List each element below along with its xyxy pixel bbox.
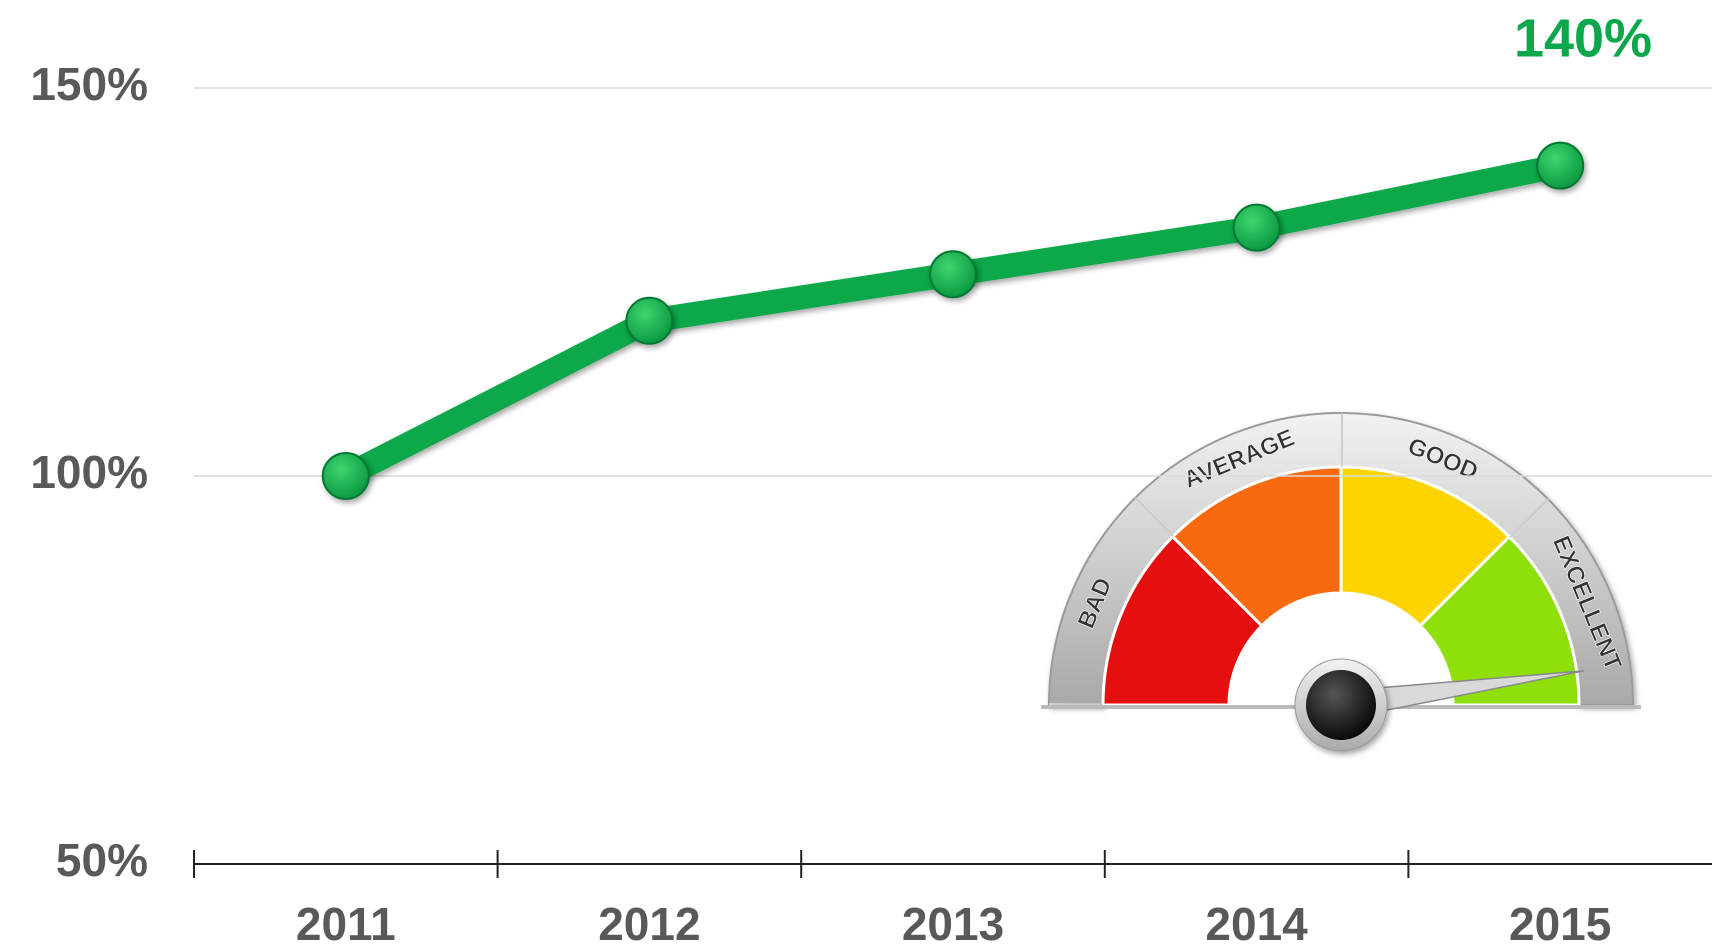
gauge-segment — [1101, 534, 1264, 707]
gauge-divider — [1049, 702, 1104, 705]
point — [321, 452, 370, 500]
gauge-divider — [1341, 413, 1344, 468]
point — [1232, 203, 1281, 252]
x-tick-label: 2011 — [296, 898, 396, 949]
y-tick-label: 100% — [30, 446, 148, 498]
data-label: 140% — [1514, 8, 1652, 68]
x-tick-label: 2013 — [902, 898, 1004, 949]
point — [1536, 141, 1585, 190]
gauge-segment — [1418, 534, 1581, 707]
y-tick-label: 150% — [30, 58, 148, 110]
x-tick-label: 2015 — [1509, 898, 1611, 949]
gauge-divider — [1509, 498, 1549, 538]
x-tick-label: 2012 — [598, 898, 700, 949]
point — [625, 296, 674, 345]
gauge-hub — [1306, 670, 1376, 740]
x-tick-label: 2014 — [1205, 898, 1308, 949]
gauge-divider — [1134, 497, 1174, 537]
point — [929, 250, 977, 299]
gauge-segment — [1170, 465, 1343, 628]
gauge-segment — [1339, 465, 1512, 628]
y-tick-label: 50% — [56, 834, 148, 886]
